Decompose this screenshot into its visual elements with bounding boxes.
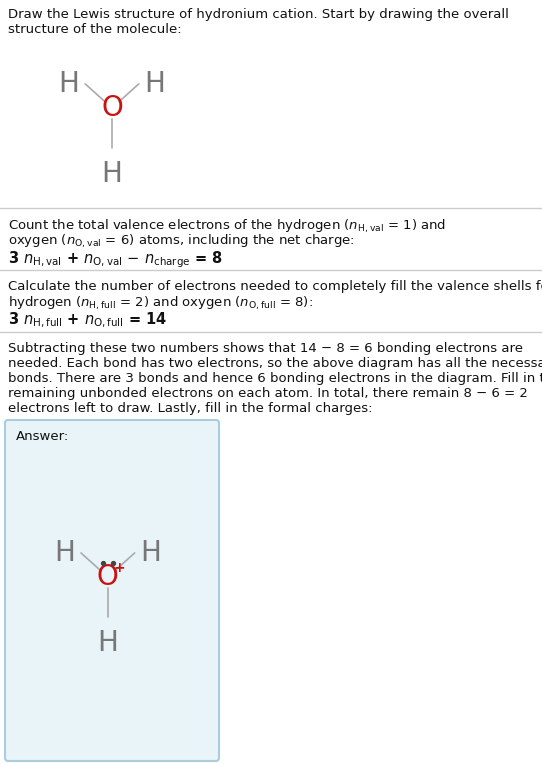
Text: 3 $n_{\mathrm{H,full}}$ + $n_{\mathrm{O,full}}$ = 14: 3 $n_{\mathrm{H,full}}$ + $n_{\mathrm{O,… bbox=[8, 311, 167, 330]
FancyBboxPatch shape bbox=[5, 420, 219, 761]
Text: H: H bbox=[144, 70, 165, 98]
Text: structure of the molecule:: structure of the molecule: bbox=[8, 23, 182, 36]
Text: O: O bbox=[97, 563, 119, 591]
Text: 3 $n_{\mathrm{H,val}}$ + $n_{\mathrm{O,val}}$ $-$ $n_{\mathrm{charge}}$ = 8: 3 $n_{\mathrm{H,val}}$ + $n_{\mathrm{O,v… bbox=[8, 249, 223, 270]
Text: oxygen ($n_{\mathrm{O,val}}$ = 6) atoms, including the net charge:: oxygen ($n_{\mathrm{O,val}}$ = 6) atoms,… bbox=[8, 233, 355, 250]
Text: H: H bbox=[101, 160, 122, 188]
Text: Subtracting these two numbers shows that 14 − 8 = 6 bonding electrons are: Subtracting these two numbers shows that… bbox=[8, 342, 523, 355]
Text: Count the total valence electrons of the hydrogen ($n_{\mathrm{H,val}}$ = 1) and: Count the total valence electrons of the… bbox=[8, 218, 446, 235]
Text: Calculate the number of electrons needed to completely fill the valence shells f: Calculate the number of electrons needed… bbox=[8, 280, 542, 293]
Text: H: H bbox=[140, 539, 161, 567]
Text: bonds. There are 3 bonds and hence 6 bonding electrons in the diagram. Fill in t: bonds. There are 3 bonds and hence 6 bon… bbox=[8, 372, 542, 385]
Text: Draw the Lewis structure of hydronium cation. Start by drawing the overall: Draw the Lewis structure of hydronium ca… bbox=[8, 8, 509, 21]
Text: remaining unbonded electrons on each atom. In total, there remain 8 − 6 = 2: remaining unbonded electrons on each ato… bbox=[8, 387, 528, 400]
Text: +: + bbox=[113, 561, 125, 575]
Text: H: H bbox=[98, 630, 118, 657]
Text: H: H bbox=[59, 70, 80, 98]
Text: needed. Each bond has two electrons, so the above diagram has all the necessary: needed. Each bond has two electrons, so … bbox=[8, 357, 542, 370]
Text: Answer:: Answer: bbox=[16, 430, 69, 443]
Text: electrons left to draw. Lastly, fill in the formal charges:: electrons left to draw. Lastly, fill in … bbox=[8, 402, 372, 415]
Text: hydrogen ($n_{\mathrm{H,full}}$ = 2) and oxygen ($n_{\mathrm{O,full}}$ = 8):: hydrogen ($n_{\mathrm{H,full}}$ = 2) and… bbox=[8, 295, 313, 312]
Text: H: H bbox=[55, 539, 75, 567]
Text: O: O bbox=[101, 94, 123, 122]
